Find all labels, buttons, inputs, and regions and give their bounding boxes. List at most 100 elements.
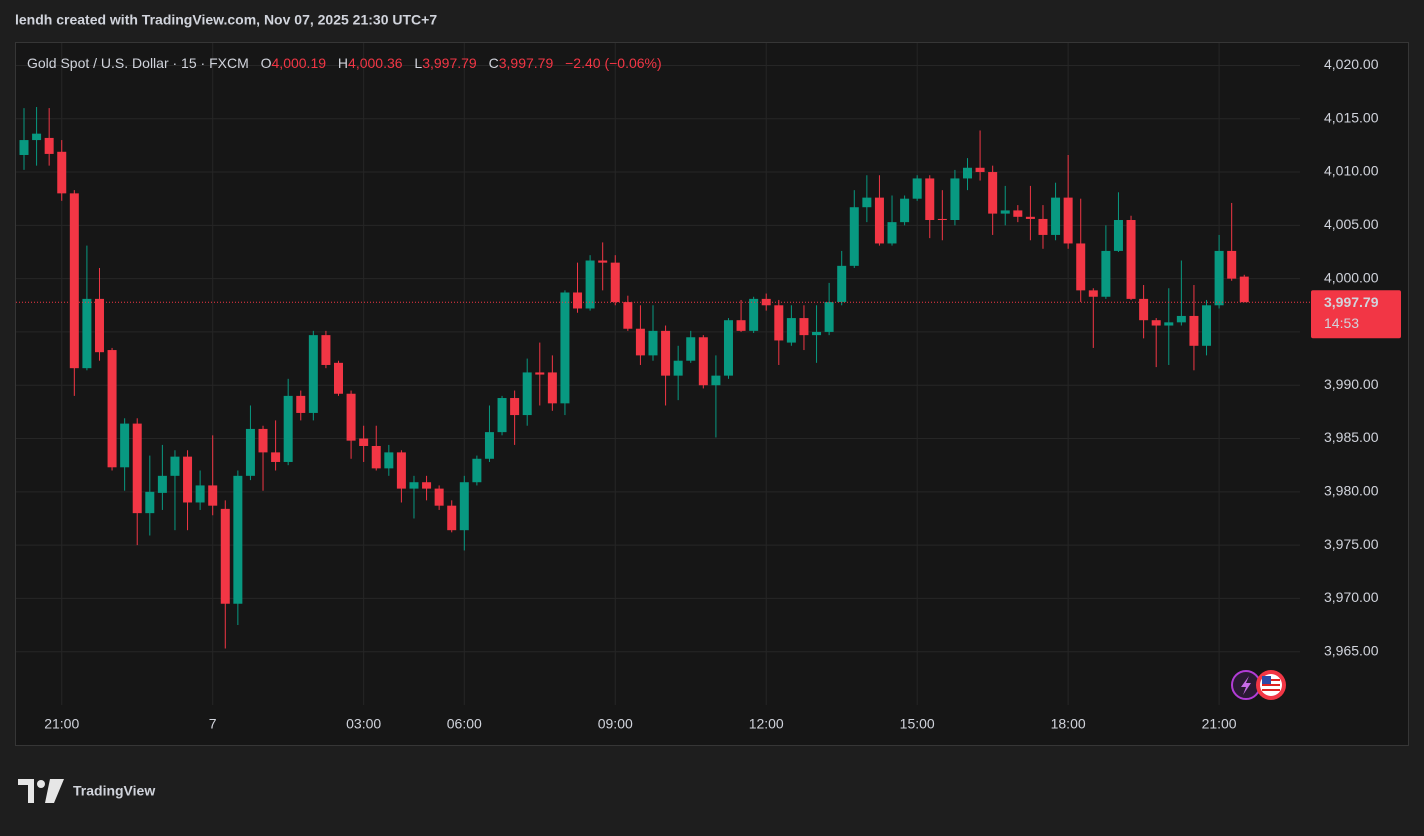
x-tick-label: 12:00 <box>749 716 784 732</box>
y-tick-label: 3,975.00 <box>1324 536 1379 552</box>
y-tick-label: 3,985.00 <box>1324 429 1379 445</box>
logo-mark <box>18 779 34 803</box>
candle-body <box>874 197 884 244</box>
x-tick-label: 09:00 <box>598 716 633 732</box>
candle-body <box>1025 216 1035 219</box>
candle-body <box>296 395 306 413</box>
candle-body <box>359 438 369 446</box>
candle-body <box>887 222 897 244</box>
x-tick-label: 06:00 <box>447 716 482 732</box>
candle-body <box>170 456 180 476</box>
candle-body <box>786 318 796 343</box>
candle-body <box>1013 210 1023 217</box>
candle-body <box>1214 250 1224 306</box>
candle-body <box>585 260 595 309</box>
ohlc-key: H <box>338 55 348 71</box>
candle-body <box>346 393 356 441</box>
candle-body <box>422 482 432 489</box>
candle-body <box>396 452 406 489</box>
candle-body <box>258 428 268 453</box>
candle-body <box>82 298 92 369</box>
candle-body <box>598 260 608 263</box>
x-tick-label: 21:00 <box>1202 716 1237 732</box>
candle-body <box>1000 210 1010 214</box>
candle-body <box>283 395 293 462</box>
candle-body <box>459 482 469 531</box>
candle-body <box>711 375 721 386</box>
candle-body <box>384 452 394 469</box>
logo-mark <box>45 779 64 803</box>
candle-body <box>1139 298 1149 321</box>
event-icon-bolt <box>1241 676 1251 695</box>
candle-body <box>32 133 42 141</box>
ohlc-value: 3,997.79 <box>499 55 554 71</box>
candle-body <box>145 491 155 514</box>
candle-body <box>1113 220 1123 251</box>
candle-body <box>57 151 67 194</box>
candle-body <box>837 265 847 303</box>
candle-body <box>1176 315 1186 323</box>
y-tick-label: 4,015.00 <box>1324 109 1379 125</box>
y-tick-label: 4,005.00 <box>1324 216 1379 232</box>
candle-body <box>862 197 872 208</box>
candle-body <box>623 302 633 329</box>
candle-body <box>157 475 167 493</box>
candles <box>19 107 1249 649</box>
candle-body <box>1088 290 1098 297</box>
candle-body <box>535 372 545 375</box>
credit: lendh created with TradingView.com, Nov … <box>15 12 437 28</box>
candle-body <box>220 508 230 604</box>
candle-body <box>245 428 255 476</box>
logo-mark <box>37 780 45 788</box>
event-icons <box>1231 670 1286 700</box>
candle-body <box>849 207 859 266</box>
candle-body <box>44 137 54 154</box>
candle-body <box>1051 197 1061 235</box>
candle-body <box>736 320 746 331</box>
candle-body <box>673 360 683 376</box>
candle-body <box>94 298 104 353</box>
candle-body <box>233 475 243 604</box>
candle-body <box>19 140 29 155</box>
y-tick-label: 3,990.00 <box>1324 376 1379 392</box>
candle-body <box>1126 220 1136 299</box>
candle-body <box>988 172 998 214</box>
candle-body <box>69 193 79 369</box>
candle-body <box>937 218 947 221</box>
candle-body <box>1151 320 1161 326</box>
candle-body <box>522 372 532 416</box>
candle-body <box>1076 243 1086 291</box>
candle-body <box>912 178 922 199</box>
y-tick-label: 3,965.00 <box>1324 642 1379 658</box>
candle-body <box>1038 218 1048 235</box>
candle-body <box>107 350 117 468</box>
candle-body <box>963 167 972 179</box>
price-tag <box>1311 290 1401 339</box>
candle-body <box>812 331 822 336</box>
ohlc-value: 4,000.36 <box>348 55 403 71</box>
chart-frame <box>15 42 1409 746</box>
legend-header: Gold Spot / U.S. Dollar · 15 · FXCM O4,0… <box>27 55 662 71</box>
candle-body <box>648 330 658 356</box>
ohlc-key: C <box>489 55 499 71</box>
x-tick-label: 15:00 <box>900 716 935 732</box>
candle-body <box>497 398 507 433</box>
candle-body <box>334 362 343 394</box>
candle-body <box>824 302 834 332</box>
flag-stripe <box>1262 684 1280 686</box>
candle-body <box>900 198 910 223</box>
candle-body <box>635 328 645 356</box>
candle-body <box>799 318 809 336</box>
ohlc-value: 4,000.19 <box>272 55 327 71</box>
candle-body <box>661 330 671 376</box>
candle-body <box>434 488 444 506</box>
candle-body <box>686 337 696 361</box>
candle-body <box>371 445 381 469</box>
y-tick-label: 3,970.00 <box>1324 589 1379 605</box>
candle-body <box>308 335 318 413</box>
candle-body <box>950 178 960 221</box>
candle-body <box>560 292 570 404</box>
candle-body <box>698 337 708 386</box>
candle-body <box>409 482 419 489</box>
